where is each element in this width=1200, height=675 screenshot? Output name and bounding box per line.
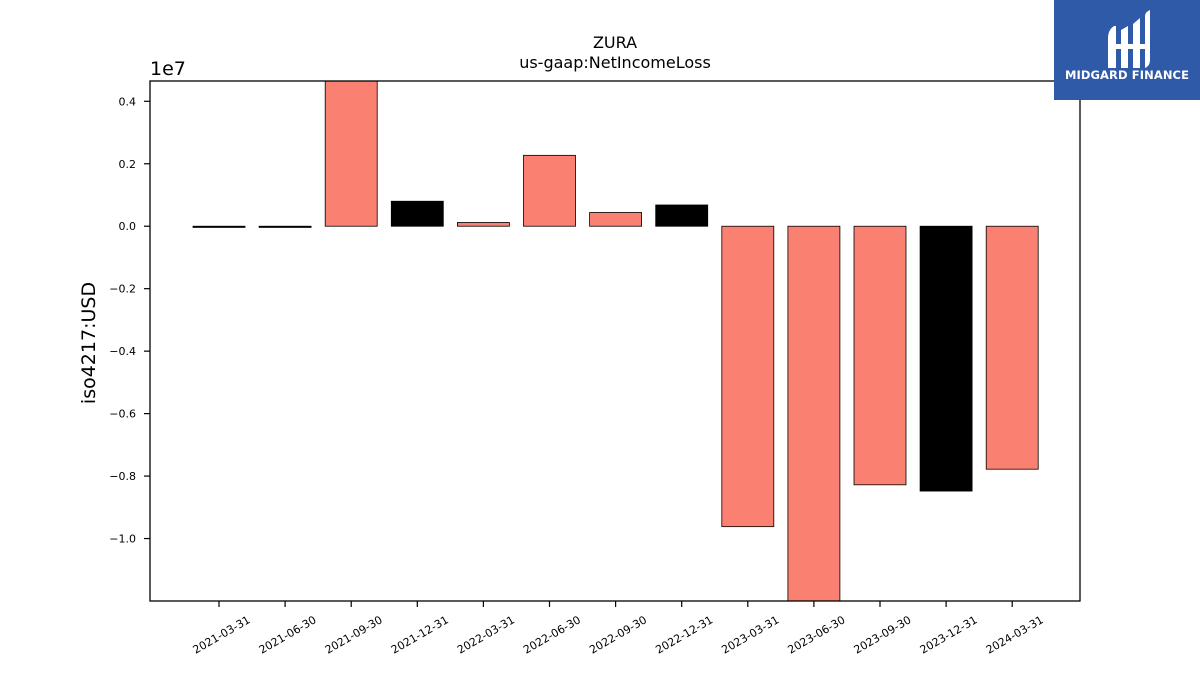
x-tick-label: 2023-06-30 [786, 613, 848, 656]
x-tick-label: 2023-12-31 [918, 613, 980, 656]
midgard-monogram-icon [1108, 10, 1150, 68]
y-tick-label: −0.8 [109, 470, 136, 483]
bar-2022-03-31 [456, 222, 510, 227]
y-tick-label: 0.4 [119, 95, 137, 108]
x-tick-label: 2022-06-30 [521, 613, 583, 656]
y-offset-label: 1e7 [150, 58, 186, 80]
y-tick-label: −0.4 [109, 345, 136, 358]
bar-2024-03-31 [985, 225, 1039, 470]
chart-subtitle: us-gaap:NetIncomeLoss [519, 53, 711, 72]
bar-2021-06-30 [258, 225, 312, 228]
y-tick-label: 0.2 [119, 158, 137, 171]
bar-2022-09-30 [589, 212, 642, 227]
y-axis-label: iso4217:USD [78, 282, 100, 404]
x-tick-label: 2023-03-31 [719, 613, 781, 656]
chart-title: ZURA [593, 33, 637, 52]
x-ticks-group: 2021-03-31 2021-06-30 2021-09-30 2021-12-31… [191, 601, 1046, 657]
x-tick-label: 2021-06-30 [257, 613, 319, 656]
y-tick-label: −0.2 [109, 283, 136, 296]
x-tick-label: 2021-03-31 [191, 613, 253, 656]
x-tick-label: 2024-03-31 [984, 613, 1046, 656]
y-tick-label: 0.0 [119, 220, 137, 233]
bar-2021-03-31 [192, 225, 246, 228]
bar-2022-06-30 [523, 154, 576, 227]
bars-group [192, 80, 1039, 602]
y-tick-label: −1.0 [109, 533, 136, 546]
x-tick-label: 2022-12-31 [653, 613, 715, 656]
brand-logo: MIDGARD FINANCE [1054, 0, 1200, 100]
x-tick-label: 2021-09-30 [323, 613, 385, 656]
bar-2023-03-31 [721, 225, 775, 528]
bar-2021-09-30 [324, 80, 378, 227]
bar-2021-12-31 [390, 200, 444, 227]
bar-2023-06-30 [787, 225, 841, 602]
plot-frame [149, 80, 1081, 602]
bar-2023-12-31 [919, 225, 973, 492]
x-tick-label: 2022-03-31 [455, 613, 517, 656]
y-ticks-group: −1.0 −0.8 −0.6 −0.4 −0.2 0.0 0.2 0.4 [109, 95, 150, 546]
x-tick-label: 2021-12-31 [389, 613, 451, 656]
brand-name: MIDGARD FINANCE [1064, 68, 1190, 82]
x-tick-label: 2022-09-30 [587, 613, 649, 656]
y-tick-label: −0.6 [109, 408, 136, 421]
x-tick-label: 2023-09-30 [852, 613, 914, 656]
bar-2022-12-31 [655, 204, 709, 227]
bar-2023-09-30 [853, 225, 907, 486]
